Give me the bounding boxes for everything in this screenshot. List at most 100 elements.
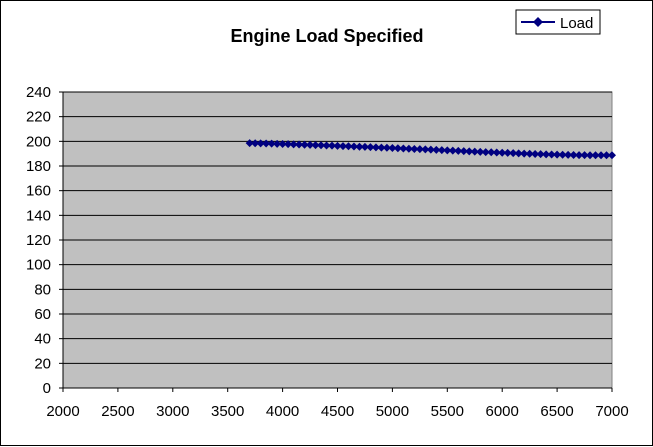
data-point [360,142,369,151]
y-tick-label: 20 [34,355,51,372]
data-point [536,150,545,159]
data-point [245,139,254,148]
data-point [404,144,413,153]
gridlines [63,91,612,364]
data-point [465,147,474,156]
data-point [349,142,358,151]
data-point [586,151,595,160]
data-point [591,151,600,160]
data-point [284,140,293,149]
data-point [300,140,309,149]
data-point [454,146,463,155]
y-tick-label: 200 [26,133,51,150]
series-load [245,139,616,160]
data-point [410,144,419,153]
y-tick-label: 60 [34,306,51,323]
data-point [575,151,584,160]
data-point [498,148,507,157]
data-point [251,139,260,148]
data-point [432,145,441,154]
legend-box [515,9,601,35]
y-tick-label: 0 [43,380,51,397]
x-tick-label: 6000 [486,403,519,420]
y-tick-label: 40 [34,331,51,348]
data-point [295,140,304,149]
data-point [415,145,424,154]
data-point [520,149,529,158]
y-tick-label: 80 [34,281,51,298]
data-point [459,147,468,156]
data-point [580,151,589,160]
data-point [437,146,446,155]
x-axis: 2000 2500 3000 3500 4000 4500 5000 5500 6000 6500… [46,387,629,420]
y-tick-label: 220 [26,109,51,126]
data-point [443,146,452,155]
data-point [267,139,276,148]
y-tick-label: 160 [26,183,51,200]
legend-entry-load: Load [560,15,593,32]
x-tick-label: 5000 [376,403,409,420]
data-point [509,149,518,158]
data-point [322,141,331,150]
data-point [273,139,282,148]
x-tick-label: 4500 [321,403,354,420]
y-tick-label: 100 [26,257,51,274]
data-point [542,150,551,159]
x-tick-label: 2000 [46,403,79,420]
data-point [608,151,616,160]
data-point [278,140,287,149]
data-point [382,143,391,152]
x-tick-label: 2500 [101,403,134,420]
data-point [492,148,501,157]
data-point [553,150,562,159]
y-axis: 0 20 40 60 80 100 120 140 160 180 200 220 240 [26,84,64,397]
data-point [355,142,364,151]
y-tick-label: 180 [26,158,51,175]
data-point [569,151,578,160]
data-point [564,150,573,159]
data-point [602,151,611,160]
x-tick-label: 3500 [211,403,244,420]
data-point [514,149,523,158]
data-point [333,141,342,150]
data-point [311,141,320,150]
x-tick-label: 4000 [266,403,299,420]
data-point [338,142,347,151]
data-point [547,150,556,159]
legend: Load [515,9,601,35]
data-point [377,143,386,152]
data-point [289,140,298,149]
data-point [487,148,496,157]
data-point [525,149,534,158]
data-point [262,139,271,148]
x-tick-label: 5500 [431,403,464,420]
legend-marker-diamond [533,17,543,27]
data-point [470,147,479,156]
data-point [558,150,567,159]
y-tick-label: 240 [26,84,51,101]
y-tick-label: 140 [26,207,51,224]
data-point [371,143,380,152]
data-point [344,142,353,151]
data-point [531,150,540,159]
chart-title: Engine Load Specified [230,26,423,46]
data-point [393,144,402,153]
x-tick-label: 7000 [595,403,628,420]
data-point [481,148,490,157]
x-tick-label: 3000 [156,403,189,420]
data-point [503,148,512,157]
data-point [597,151,606,160]
data-point [421,145,430,154]
data-point [328,141,337,150]
data-point [448,146,457,155]
data-point [476,147,485,156]
data-point [306,140,315,149]
data-point [388,143,397,152]
y-tick-label: 120 [26,232,51,249]
data-point [256,139,265,148]
data-point [426,145,435,154]
data-point [366,143,375,152]
x-tick-label: 6500 [540,403,573,420]
